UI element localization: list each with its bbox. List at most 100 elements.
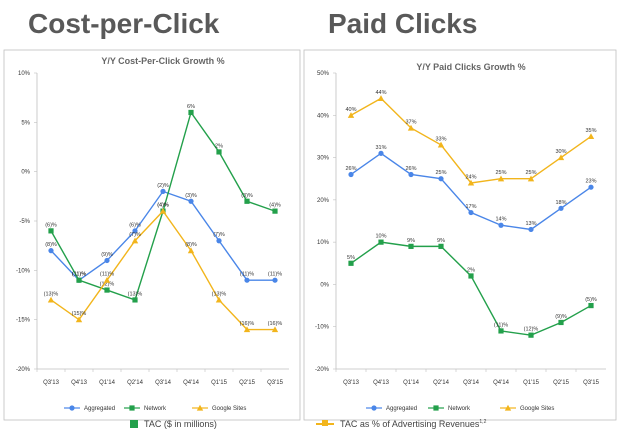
legend-marker bbox=[69, 405, 75, 411]
data-label: 44% bbox=[375, 90, 386, 96]
data-label: 2% bbox=[215, 143, 223, 149]
data-point bbox=[438, 176, 444, 182]
data-point bbox=[498, 222, 504, 228]
data-label: (11)% bbox=[494, 322, 508, 328]
data-point bbox=[347, 112, 355, 118]
legend-label: Google Sites bbox=[212, 406, 246, 412]
data-label: (13)% bbox=[44, 291, 59, 297]
chart-frame bbox=[3, 49, 301, 421]
y-tick-label: -10% bbox=[315, 325, 330, 331]
data-point bbox=[468, 209, 474, 216]
x-tick-label: Q3'13 bbox=[43, 380, 59, 386]
data-label: 30% bbox=[555, 149, 566, 155]
y-tick-label: 5% bbox=[21, 120, 30, 126]
x-tick-label: Q4'14 bbox=[183, 380, 199, 386]
footer-tac-legend: TAC ($ in millions) bbox=[130, 419, 217, 429]
data-label: (11)% bbox=[72, 272, 86, 278]
x-tick-label: Q1'15 bbox=[523, 380, 539, 386]
data-point bbox=[408, 171, 414, 178]
legend-label: Aggregated bbox=[386, 406, 417, 412]
x-tick-label: Q3'14 bbox=[155, 380, 171, 386]
tac-pct-legend-swatch bbox=[316, 420, 334, 426]
data-point bbox=[528, 226, 534, 233]
x-tick-label: Q4'13 bbox=[71, 380, 87, 386]
data-label: (4)% bbox=[157, 203, 169, 209]
data-label: (13)% bbox=[212, 291, 227, 297]
data-label: (6)% bbox=[129, 222, 141, 228]
data-label: 9% bbox=[407, 238, 415, 244]
series-aggregated: (8)% (11)% (9)% (6)% (2)% (3)% (7)% (11)% (11)% bbox=[45, 183, 282, 283]
data-point bbox=[498, 328, 504, 334]
chart-frame bbox=[303, 49, 617, 421]
data-label: 25% bbox=[495, 170, 506, 176]
data-label: 25% bbox=[525, 170, 536, 176]
legend-label: Aggregated bbox=[84, 406, 115, 412]
y-tick-label: 10% bbox=[317, 240, 330, 246]
data-label: (3)% bbox=[185, 193, 197, 199]
data-label: 14% bbox=[495, 217, 506, 223]
legend-label: Google Sites bbox=[520, 406, 554, 412]
legend-marker bbox=[371, 405, 377, 411]
y-tick-label: 40% bbox=[317, 113, 330, 119]
x-tick-label: Q2'15 bbox=[553, 380, 569, 386]
data-point bbox=[215, 296, 223, 303]
paid-clicks-heading: Paid Clicks bbox=[328, 8, 478, 39]
data-point bbox=[160, 188, 166, 194]
data-label: 26% bbox=[345, 166, 356, 172]
data-label: 26% bbox=[405, 166, 416, 172]
footer-tac-pct-legend: TAC as % of Advertising Revenues1,2 bbox=[316, 419, 486, 429]
data-label: (7)% bbox=[213, 232, 225, 238]
data-point bbox=[407, 124, 415, 131]
data-label: 25% bbox=[435, 170, 446, 176]
x-tick-label: Q1'15 bbox=[211, 380, 227, 386]
data-point bbox=[271, 326, 279, 333]
data-point bbox=[244, 198, 250, 204]
x-tick-label: Q3'13 bbox=[343, 380, 359, 386]
data-label: (9)% bbox=[101, 252, 113, 258]
data-label: (3)% bbox=[241, 193, 253, 199]
data-point bbox=[104, 287, 110, 293]
legend-label: Network bbox=[144, 406, 167, 412]
data-point bbox=[132, 228, 138, 234]
series-line bbox=[350, 241, 592, 336]
y-tick-label: 0% bbox=[21, 170, 30, 176]
data-point bbox=[377, 95, 385, 101]
series-line bbox=[350, 97, 592, 184]
data-label: 35% bbox=[585, 128, 596, 134]
data-label: 17% bbox=[465, 204, 476, 210]
tac-pct-footnote-marker: 1,2 bbox=[479, 419, 487, 425]
y-tick-label: -20% bbox=[315, 367, 330, 373]
data-label: (11)% bbox=[268, 272, 282, 278]
tac-legend-label: TAC ($ in millions) bbox=[144, 419, 217, 429]
data-point bbox=[216, 149, 222, 155]
data-label: (2)% bbox=[157, 183, 169, 189]
data-point bbox=[408, 243, 414, 249]
data-label: (9)% bbox=[555, 314, 567, 320]
data-label: 31% bbox=[375, 145, 386, 151]
chart-title: Y/Y Paid Clicks Growth % bbox=[416, 62, 525, 72]
legend-marker bbox=[196, 404, 204, 411]
series-google-sites: 40% 44% 37% 33% 24% 25% 25% 30% 35% bbox=[345, 90, 597, 186]
data-point bbox=[216, 238, 222, 244]
data-point bbox=[104, 257, 110, 264]
tac-pct-legend-label: TAC as % of Advertising Revenues bbox=[340, 419, 480, 429]
data-label: (16)% bbox=[268, 321, 283, 327]
x-tick-label: Q3'15 bbox=[583, 380, 599, 386]
data-point bbox=[131, 237, 139, 244]
data-label: (11)% bbox=[240, 272, 254, 278]
data-point bbox=[47, 296, 55, 303]
data-point bbox=[272, 208, 278, 214]
x-tick-label: Q2'15 bbox=[239, 380, 255, 386]
series-line bbox=[350, 152, 592, 231]
data-point bbox=[187, 247, 195, 254]
series-aggregated: 26% 31% 26% 25% 17% 14% 13% 18% 23% bbox=[345, 145, 597, 233]
data-point bbox=[159, 207, 167, 214]
data-point bbox=[348, 171, 354, 178]
data-point bbox=[558, 205, 564, 211]
data-label: 10% bbox=[375, 234, 386, 240]
data-label: 33% bbox=[435, 136, 446, 142]
data-point bbox=[272, 277, 278, 283]
data-label: 24% bbox=[465, 174, 476, 180]
data-label: (12)% bbox=[524, 327, 539, 333]
tac-legend-swatch bbox=[130, 420, 138, 428]
